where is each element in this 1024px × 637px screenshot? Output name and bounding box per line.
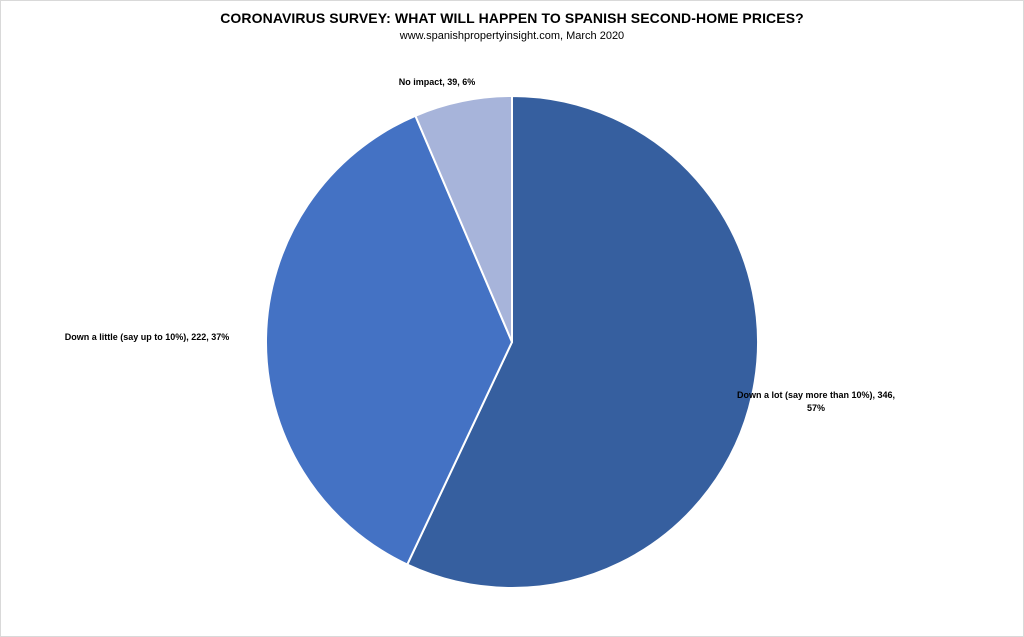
pie-slice-down-a-little-say-up-to-10 bbox=[265, 114, 513, 566]
chart-title: CORONAVIRUS SURVEY: WHAT WILL HAPPEN TO … bbox=[220, 10, 804, 26]
pie-slice-no-impact bbox=[414, 95, 513, 343]
pie-labels: Down a lot (say more than 10%), 346, 57%D… bbox=[65, 77, 895, 413]
data-label-down-a-little-say-up-to-10: Down a little (say up to 10%), 222, 37% bbox=[65, 332, 230, 342]
data-label-line: Down a lot (say more than 10%), 346, bbox=[737, 390, 895, 400]
data-label-line: 57% bbox=[807, 403, 825, 413]
data-label-line: No impact, 39, 6% bbox=[399, 77, 476, 87]
data-label-no-impact: No impact, 39, 6% bbox=[399, 77, 476, 87]
data-label-down-a-lot-say-more-than-10: Down a lot (say more than 10%), 346, 57% bbox=[737, 390, 895, 413]
data-label-line: Down a little (say up to 10%), 222, 37% bbox=[65, 332, 230, 342]
chart-subtitle: www.spanishpropertyinsight.com, March 20… bbox=[399, 30, 625, 42]
pie-slices bbox=[265, 95, 759, 589]
pie-slice-down-a-lot-say-more-than-10 bbox=[406, 95, 759, 589]
